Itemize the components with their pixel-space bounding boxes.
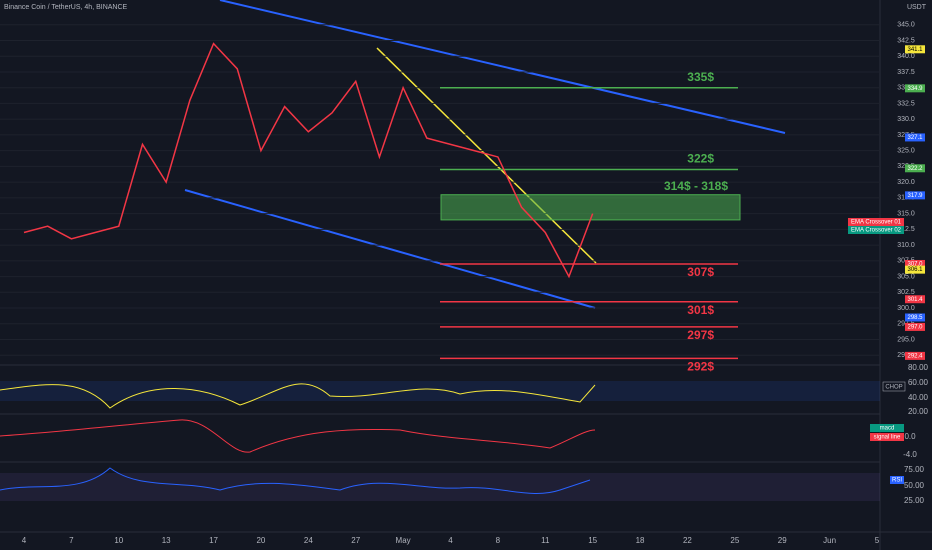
price-tag: [905, 133, 925, 142]
tick-label: -4.0: [903, 450, 917, 459]
x-tick-label: May: [396, 536, 411, 545]
tick-label: 0.0: [904, 432, 916, 441]
channel-bottom: [184, 189, 596, 309]
x-tick-label: 7: [69, 536, 74, 545]
currency: USDT: [907, 4, 927, 11]
y-tick-label: 337.5: [897, 69, 915, 76]
level-label: 297$: [687, 328, 714, 342]
level-label: 307$: [687, 265, 714, 279]
tag: [870, 433, 904, 441]
level-label: 301$: [687, 303, 714, 317]
y-tick-label: 312.5: [897, 226, 915, 233]
y-tick-label: 340.0: [897, 53, 915, 60]
zone: [440, 194, 741, 221]
rsi-band: [0, 473, 880, 501]
x-tick-label: 13: [162, 536, 171, 545]
legend-tag: [848, 226, 904, 234]
x-tick-label: 4: [448, 536, 453, 545]
y-tick-label: 342.5: [897, 37, 915, 44]
level-label: 335$: [687, 70, 714, 84]
y-tick-label: 332.5: [897, 100, 915, 107]
price-tag-label: 292.4: [907, 353, 923, 359]
price-tag-label: 306.1: [907, 267, 923, 273]
price-tag-label: 341.1: [907, 47, 923, 53]
tick-label: 75.00: [904, 465, 925, 474]
level-label: 292$: [687, 360, 714, 374]
tag: [890, 476, 904, 484]
y-tick-label: 302.5: [897, 289, 915, 296]
tick-label: 80.00: [908, 363, 929, 372]
y-tick-label: 310.0: [897, 242, 915, 249]
y-tick-label: 305.0: [897, 273, 915, 280]
macd-line: [0, 419, 596, 453]
x-tick-label: 8: [496, 536, 501, 545]
price-tag: [905, 45, 925, 54]
y-tick-label: 320.0: [897, 179, 915, 186]
price-tag-label: 301.4: [907, 297, 923, 303]
x-tick-label: 27: [351, 536, 360, 545]
price-tag: [905, 322, 925, 331]
price-tag: [905, 351, 925, 360]
tick-label: 25.00: [904, 496, 925, 505]
y-tick-label: 315.0: [897, 210, 915, 217]
legend-label: EMA Crossover 01: [851, 220, 902, 226]
x-tick-label: 29: [778, 536, 787, 545]
price-tag-label: 317.9: [907, 193, 923, 199]
y-tick-label: 330.0: [897, 116, 915, 123]
x-tick-label: 5: [875, 536, 880, 545]
x-tick-label: 25: [730, 536, 739, 545]
price-tag: [905, 265, 925, 274]
price-tag: [905, 295, 925, 304]
level-label: 322$: [687, 152, 714, 166]
x-tick-label: 18: [636, 536, 645, 545]
chop-line: [0, 383, 596, 409]
price-line: [23, 42, 594, 279]
price-tag: [905, 164, 925, 173]
x-tick-label: 22: [683, 536, 692, 545]
legend-tag: [848, 218, 904, 226]
x-tick-label: 11: [541, 536, 550, 545]
x-tick-label: 4: [22, 536, 27, 545]
y-tick-label: 295.0: [897, 336, 915, 343]
x-tick-label: 24: [304, 536, 313, 545]
channel-top: [219, 0, 786, 134]
trend-line: [376, 47, 597, 264]
x-tick-label: 15: [588, 536, 597, 545]
tick-label: 60.00: [908, 378, 929, 387]
price-tag-label: 298.5: [907, 315, 923, 321]
indicator-name: macd: [880, 426, 895, 432]
indicator-name: CHOP: [885, 385, 902, 391]
price-tag: [905, 84, 925, 93]
price-tag-label: 322.2: [907, 166, 923, 172]
y-tick-label: 300.0: [897, 305, 915, 312]
price-tag-label: 334.9: [907, 86, 923, 92]
tag: [882, 381, 906, 392]
indicator-name: signal line: [874, 435, 901, 441]
chop-band: [0, 381, 880, 401]
tick-label: 20.00: [908, 407, 929, 416]
price-tag-label: 327.1: [907, 135, 923, 141]
x-tick-label: 17: [209, 536, 218, 545]
tick-label: 50.00: [904, 481, 925, 490]
price-tag-label: 307.0: [907, 262, 923, 268]
price-tag: [905, 259, 925, 268]
chart-title: Binance Coin / TetherUS, 4h, BINANCE: [4, 4, 128, 11]
x-tick-label: 10: [114, 536, 123, 545]
tick-label: 40.00: [908, 393, 929, 402]
tag: [870, 424, 904, 432]
legend-label: EMA Crossover 02: [851, 228, 902, 234]
y-tick-label: 345.0: [897, 22, 915, 29]
price-tag: [905, 191, 925, 200]
x-tick-label: Jun: [823, 536, 836, 545]
x-tick-label: 20: [256, 536, 265, 545]
zone-label: 314$ - 318$: [664, 179, 728, 193]
price-tag: [905, 313, 925, 322]
y-tick-label: 325.0: [897, 147, 915, 154]
rsi-line: [0, 467, 591, 494]
price-tag-label: 297.0: [907, 325, 923, 331]
indicator-labels: 80.00 60.00 40.00 20.00 CHOP 0.0 -4.0 ma…: [870, 363, 929, 505]
indicator-name: RSI: [892, 478, 902, 484]
